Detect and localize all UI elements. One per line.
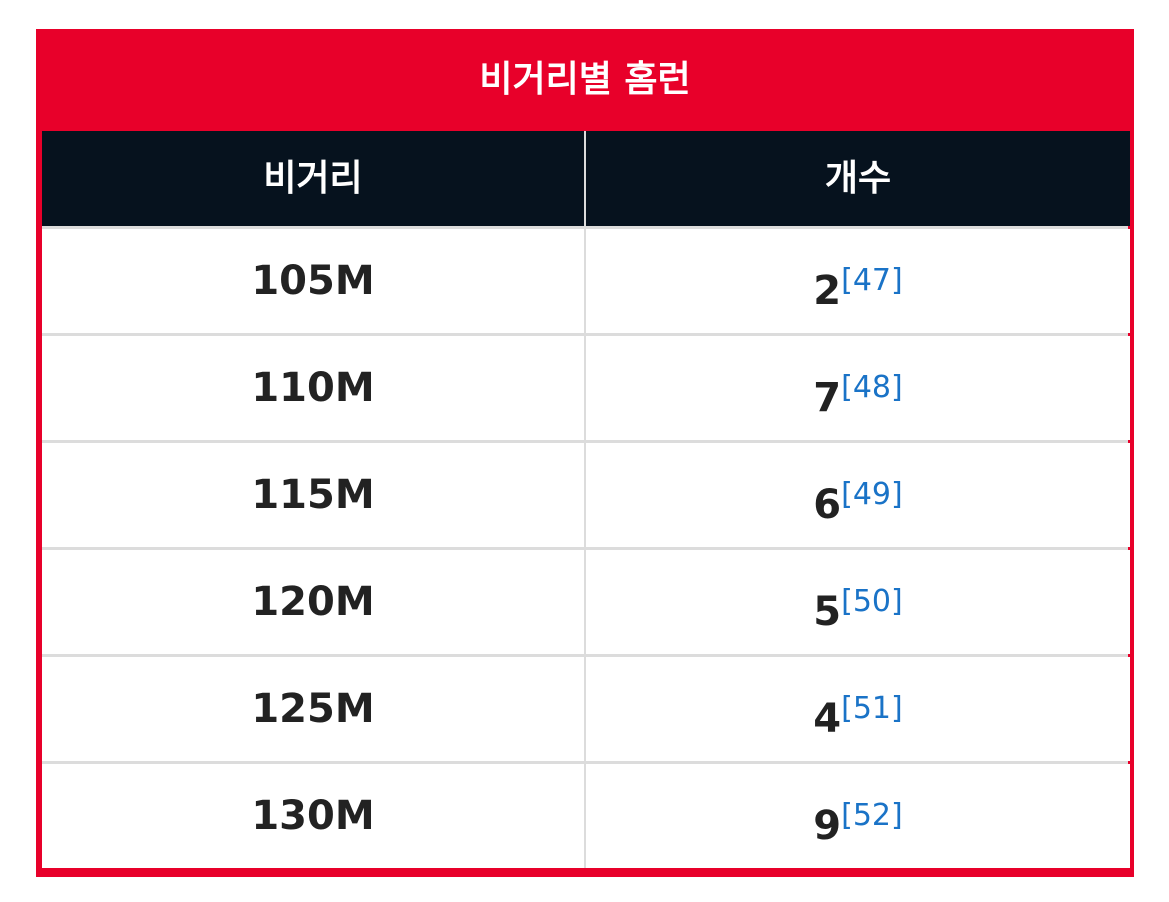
count-value: 4 <box>813 696 842 742</box>
reference-link[interactable]: [51] <box>841 691 903 726</box>
distance-cell: 115M <box>42 443 584 547</box>
table-grid: 비거리 개수 105M 2[47] 110M 7[48] 115M 6[49] … <box>42 131 1130 868</box>
header-count: 개수 <box>586 131 1130 226</box>
count-cell: 9[52] <box>586 764 1130 868</box>
distance-cell: 125M <box>42 657 584 761</box>
count-cell: 5[50] <box>586 550 1130 654</box>
count-value: 9 <box>813 803 842 849</box>
header-distance: 비거리 <box>42 131 584 226</box>
count-cell: 4[51] <box>586 657 1130 761</box>
table-title: 비거리별 홈런 <box>479 59 691 100</box>
count-cell: 2[47] <box>586 229 1130 333</box>
distance-cell: 110M <box>42 336 584 440</box>
count-value: 5 <box>813 589 842 635</box>
count-value: 7 <box>813 375 842 421</box>
count-cell: 6[49] <box>586 443 1130 547</box>
reference-link[interactable]: [49] <box>841 477 903 512</box>
distance-cell: 130M <box>42 764 584 868</box>
reference-link[interactable]: [50] <box>841 584 903 619</box>
count-value: 2 <box>813 268 842 314</box>
reference-link[interactable]: [48] <box>841 370 903 405</box>
home-run-distance-table: 비거리별 홈런 비거리 개수 105M 2[47] 110M 7[48] 115… <box>36 29 1134 877</box>
count-cell: 7[48] <box>586 336 1130 440</box>
reference-link[interactable]: [47] <box>841 263 903 298</box>
distance-cell: 120M <box>42 550 584 654</box>
distance-cell: 105M <box>42 229 584 333</box>
count-value: 6 <box>813 482 842 528</box>
reference-link[interactable]: [52] <box>841 798 903 833</box>
